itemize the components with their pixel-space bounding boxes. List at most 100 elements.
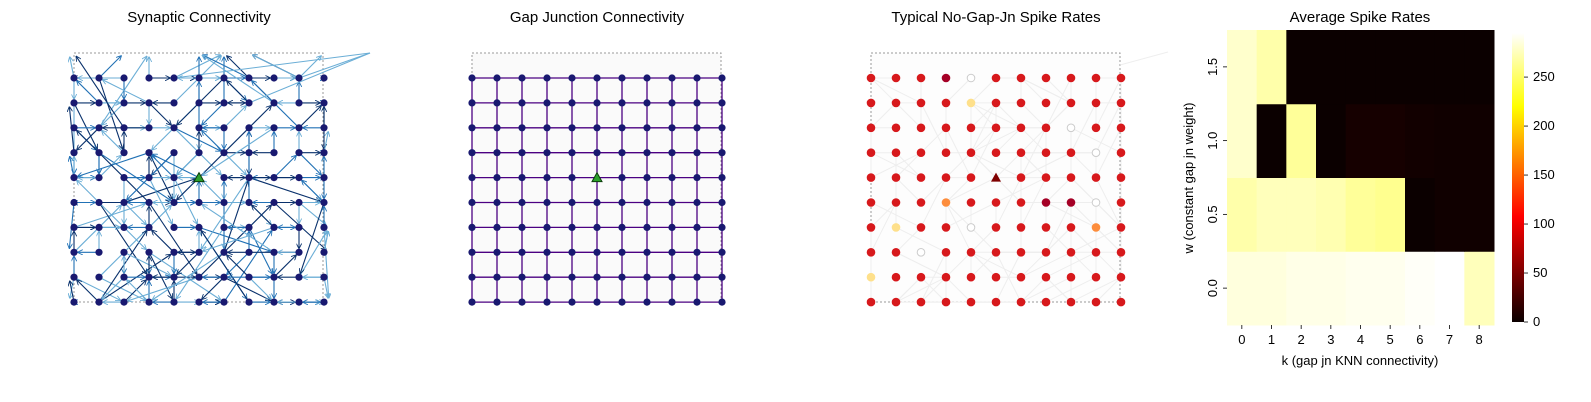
node-dot [120,298,128,306]
faint-edge [895,226,947,253]
rate-node [941,73,951,83]
synaptic-edge [223,152,246,175]
faint-edge [870,202,897,253]
node-dot [668,248,676,256]
synaptic-edge [98,276,145,300]
synaptic-nodes [70,74,328,306]
node-dot [668,124,676,132]
node-dot [493,124,501,132]
node-dot [468,124,476,132]
node-dot [320,248,328,256]
heatmap-cell [1375,177,1406,252]
node-dot [245,248,253,256]
node-dot [518,124,526,132]
node-dot [295,248,303,256]
rate-node [966,248,976,257]
node-dot [270,298,278,306]
x-tick-label: 2 [1298,332,1305,347]
node-dot [468,99,476,107]
rate-node [1066,223,1076,232]
heatmap-cell [1227,251,1258,326]
node-dot [295,198,303,207]
node-dot [70,298,78,306]
synaptic-edge [102,131,125,154]
node-dot [195,223,203,231]
node-dot [518,298,526,306]
x-tick-label: 7 [1446,332,1453,347]
faint-edge [1070,251,1097,278]
rate-node [1016,73,1026,83]
node-dot [668,174,676,182]
rate-node [1091,123,1101,133]
node-dot [120,273,128,281]
node-dot [220,74,228,82]
faint-edge [1095,102,1122,153]
synaptic-edge [176,227,225,298]
faint-edge [945,202,972,253]
node-dot [518,174,526,182]
node-dot [295,149,303,157]
rate-node [941,272,951,282]
synaptic-edge [298,152,321,175]
synaptic-edge [201,177,250,249]
y-tick-label: 1.5 [1205,58,1220,76]
node-dot [568,74,576,82]
faint-edge [1045,276,1097,303]
node-dot [468,74,476,82]
faint-edge [970,152,1022,179]
node-dot [568,174,576,182]
node-dot [120,124,128,132]
node-dot [643,174,651,182]
synaptic-edge [148,252,172,298]
node-dot [693,124,701,132]
node-dot [220,273,228,281]
node-dot [295,74,303,82]
synaptic-edge [153,154,200,179]
rate-nodes [866,73,1126,307]
rate-node [866,272,876,282]
faint-edge [1045,177,1072,203]
node-dot [170,174,178,182]
heatmap-cell [1345,177,1376,252]
node-dot [668,198,676,207]
heatmap-cell [1316,251,1347,326]
rate-node [866,173,876,182]
x-tick-label: 6 [1416,332,1423,347]
faint-edge [1095,77,1122,129]
node-dot [693,99,701,107]
rate-node [891,123,901,133]
heatmap-cell [1375,103,1406,178]
heatmap-cell [1286,177,1317,252]
node-dot [643,248,651,256]
faint-edge [1070,152,1097,178]
heatmap-cell [1227,177,1258,252]
highlight-triangle [193,171,205,183]
heatmap-cell [1256,251,1287,326]
node-dot [270,198,278,207]
node-dot [170,99,178,107]
node-dot [668,223,676,231]
faint-edge [1070,276,1122,303]
node-dot [693,174,701,182]
node-dot [170,124,178,132]
synaptic-edge [223,181,248,253]
node-dot [170,198,178,207]
node-dot [320,99,328,107]
rate-node [1041,123,1051,133]
node-dot [195,99,203,107]
rate-node [991,73,1001,83]
node-dot [693,74,701,82]
node-dot [618,273,626,281]
heatmap-cell [1227,30,1258,105]
rate-node [1116,148,1126,157]
faint-edge [920,177,947,203]
node-dot [145,223,153,231]
rate-node [1016,272,1026,282]
node-dot [618,248,626,256]
node-dot [170,149,178,157]
rate-node [966,173,976,182]
node-dot [568,124,576,132]
node-dot [320,74,328,82]
faint-edge [995,127,1022,154]
node-dot [568,273,576,281]
